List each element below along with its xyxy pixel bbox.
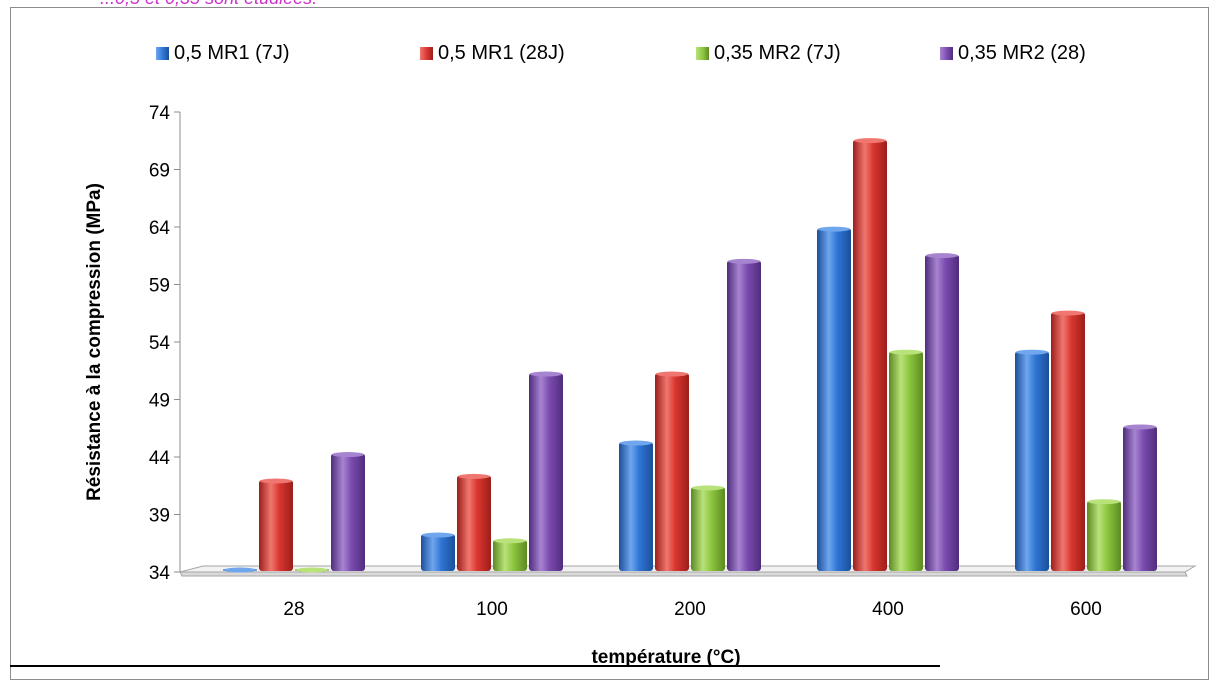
bar-1-4 [1051, 310, 1085, 571]
bar-3-3 [925, 253, 959, 571]
legend-label-3: 0,35 MR2 (28) [958, 41, 1086, 64]
bar-3-0 [331, 452, 365, 571]
floor-edge [179, 571, 1188, 577]
bar-3-4 [1123, 424, 1157, 571]
bar-body [493, 539, 527, 571]
bar-cap [422, 532, 454, 538]
bar-cap [494, 538, 526, 544]
bar-body [853, 139, 887, 571]
legend-swatch-1 [420, 46, 433, 60]
bar-0-4 [1015, 349, 1049, 571]
bar-2-2 [691, 485, 725, 571]
bar-1-0 [259, 478, 293, 571]
legend-swatch-0 [156, 46, 169, 60]
bar-cap [1088, 499, 1120, 505]
bar-cap [854, 138, 886, 144]
bar-cap [530, 371, 562, 377]
bar-body [727, 260, 761, 571]
bar-body [421, 534, 455, 571]
bar-2-4 [1087, 499, 1121, 571]
bar-3-2 [727, 258, 761, 571]
y-tick-label-6: 64 [149, 218, 171, 239]
bar-cap [1016, 349, 1048, 355]
bar-cap [728, 258, 760, 264]
bar-cap [296, 567, 328, 573]
bar-body [529, 373, 563, 571]
y-tick-label-2: 44 [149, 448, 171, 469]
bar-cap [458, 473, 490, 479]
bar-cap [692, 485, 724, 491]
bar-cap [224, 567, 256, 573]
y-axis: 34 39 44 49 54 59 64 69 74 [149, 103, 181, 584]
y-tick-label-4: 54 [149, 333, 171, 354]
bar-body [1015, 351, 1049, 571]
bar-body [691, 486, 725, 571]
bar-2-0 [295, 567, 329, 573]
legend-swatch-3 [940, 46, 953, 60]
y-tick-label-1: 39 [149, 506, 170, 527]
page-bottom-line [10, 665, 940, 667]
x-tick-label-2: 200 [674, 599, 706, 620]
bar-body [889, 351, 923, 571]
bar-0-2 [619, 440, 653, 571]
bar-cap [926, 253, 958, 259]
legend-label-1: 0,5 MR1 (28J) [438, 41, 565, 64]
legend-item-0[interactable]: 0,5 MR1 (7J) [156, 40, 290, 66]
top-caption: ...0,5 et 0,35 sont étudiées. [100, 0, 317, 9]
legend-label-0: 0,5 MR1 (7J) [174, 41, 290, 64]
y-tick-label-5: 59 [149, 276, 170, 297]
y-tick-label-7: 69 [149, 161, 170, 182]
bar-body [1051, 312, 1085, 571]
x-tick-label-3: 400 [872, 599, 904, 620]
legend-item-3[interactable]: 0,35 MR2 (28) [940, 40, 1086, 66]
bar-body [331, 453, 365, 571]
bar-body [925, 254, 959, 571]
bar-body [619, 442, 653, 571]
x-tick-label-4: 600 [1070, 599, 1102, 620]
bar-3-1 [529, 371, 563, 571]
y-tick-label-3: 49 [149, 391, 170, 412]
bar-0-0 [223, 567, 257, 573]
bar-2-1 [493, 538, 527, 571]
x-axis-labels: 28 100 200 400 600 [283, 599, 1101, 620]
bars [223, 138, 1157, 573]
legend-label-2: 0,35 MR2 (7J) [714, 41, 841, 64]
x-axis-title: température (°C) [591, 647, 740, 668]
bar-cap [260, 478, 292, 484]
bar-cap [890, 349, 922, 355]
legend-item-2[interactable]: 0,35 MR2 (7J) [696, 40, 841, 66]
legend-swatch-2 [696, 46, 709, 60]
bar-cap [332, 452, 364, 458]
bar-cap [818, 226, 850, 232]
bar-body [1123, 425, 1157, 571]
bar-cap [1124, 424, 1156, 430]
bar-body [259, 480, 293, 571]
bar-0-1 [421, 532, 455, 571]
bar-body [655, 373, 689, 571]
bar-cap [620, 440, 652, 446]
bar-1-3 [853, 138, 887, 571]
bar-body [457, 475, 491, 571]
y-tick-label-8: 74 [149, 103, 171, 124]
bar-cap [656, 371, 688, 377]
bar-body [1087, 500, 1121, 571]
bar-1-2 [655, 371, 689, 571]
y-axis-title: Résistance à la compression (MPa) [84, 183, 105, 501]
bar-body [817, 228, 851, 571]
bar-1-1 [457, 473, 491, 571]
x-tick-label-0: 28 [283, 599, 304, 620]
y-tick-label-0: 34 [149, 563, 171, 584]
bar-0-3 [817, 226, 851, 571]
bar-cap [1052, 310, 1084, 316]
legend-item-1[interactable]: 0,5 MR1 (28J) [420, 40, 565, 66]
bar-2-3 [889, 349, 923, 571]
x-tick-label-1: 100 [476, 599, 508, 620]
